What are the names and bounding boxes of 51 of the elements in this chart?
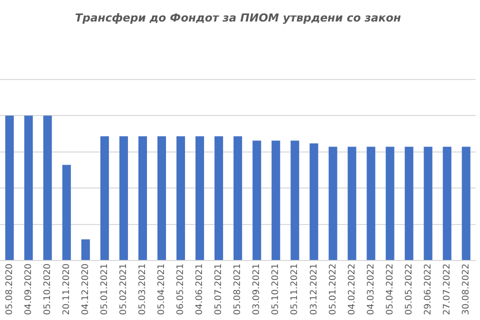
x-tick-label: 05.08.2020 [4, 263, 15, 315]
x-tick-label: 05.08.2021 [233, 263, 244, 315]
x-tick-label: 04.12.2020 [80, 263, 91, 315]
bar [100, 136, 109, 260]
x-tick-label: 05.04.2022 [385, 263, 396, 315]
bar [5, 116, 14, 260]
x-tick-label: 29.06.2022 [423, 263, 434, 315]
bar [176, 136, 186, 260]
x-tick-label: 27.07.2022 [442, 263, 452, 315]
x-tick-label: 30.08.2022 [461, 263, 472, 315]
bar [214, 136, 224, 260]
x-tick-label: 05.03.2021 [138, 263, 148, 315]
x-tick-label: 04.02.2022 [347, 263, 358, 315]
x-tick-label: 05.11.2021 [290, 263, 300, 315]
bar [81, 239, 90, 260]
x-tick-label: 05.02.2021 [119, 263, 130, 315]
bar [62, 164, 71, 260]
x-tick-label: 04.03.2022 [366, 263, 376, 315]
bar [442, 146, 452, 260]
bar [138, 136, 147, 260]
x-tick-label: 05.10.2021 [271, 263, 282, 315]
chart-title: Трансфери до Фондот за ПИОМ утврдени со закон [74, 11, 402, 24]
bar [424, 146, 432, 260]
x-tick-label: 03.12.2021 [309, 263, 320, 315]
bar [43, 116, 52, 260]
x-tick-label: 05.07.2021 [214, 263, 224, 315]
bar [290, 140, 300, 260]
bar [119, 136, 128, 260]
bar [462, 146, 470, 260]
x-tick-label: 05.04.2021 [157, 263, 168, 315]
bar [404, 146, 414, 260]
x-tick-label: 03.09.2021 [252, 263, 262, 315]
bar [24, 116, 33, 260]
x-tick-label: 05.01.2021 [100, 263, 110, 315]
bar [310, 143, 318, 260]
bar [348, 146, 356, 260]
bar [386, 146, 394, 260]
x-tick-label: 04.09.2020 [24, 263, 34, 315]
bar [234, 136, 242, 260]
bar [252, 140, 262, 260]
bar [195, 136, 204, 260]
bar [272, 140, 280, 260]
x-tick-label: 05.01.2022 [328, 263, 338, 315]
bar [366, 146, 376, 260]
x-tick-label: 20.11.2020 [62, 263, 72, 315]
bar [157, 136, 166, 260]
bar [328, 146, 338, 260]
x-tick-label: 05.05.2022 [404, 263, 414, 315]
x-tick-label: 04.06.2021 [195, 263, 206, 315]
x-tick-label: 05.10.2020 [42, 263, 53, 315]
x-tick-label: 06.05.2021 [176, 263, 186, 315]
